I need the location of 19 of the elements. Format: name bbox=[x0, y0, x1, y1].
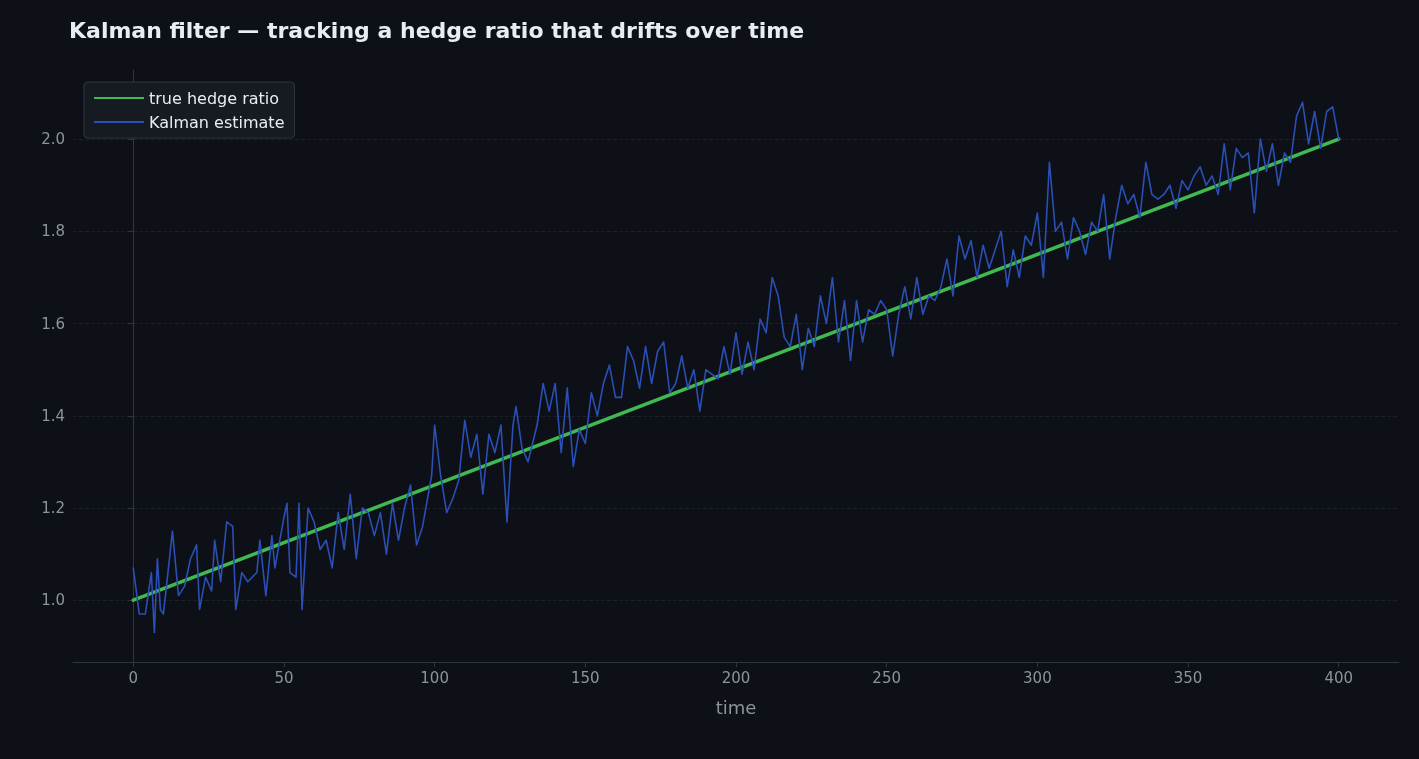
y-tick-label: 1.8 bbox=[41, 222, 65, 241]
legend-label: Kalman estimate bbox=[149, 112, 285, 132]
legend-label: true hedge ratio bbox=[149, 88, 280, 108]
y-tick-label: 1.0 bbox=[41, 591, 65, 610]
x-tick-label: 350 bbox=[1173, 668, 1203, 687]
y-tick-label: 2.0 bbox=[41, 130, 65, 149]
y-tick-label: 1.2 bbox=[41, 499, 65, 518]
x-tick-label: 400 bbox=[1324, 668, 1354, 687]
x-tick-label: 0 bbox=[128, 668, 139, 687]
y-tick-label: 1.6 bbox=[41, 314, 65, 333]
y-tick-label: 1.4 bbox=[41, 406, 65, 425]
x-tick-label: 100 bbox=[420, 668, 449, 687]
chart-title: Kalman filter — tracking a hedge ratio that drifts over time bbox=[69, 17, 805, 43]
x-tick-label: 50 bbox=[274, 668, 294, 687]
x-tick-label: 200 bbox=[721, 668, 751, 687]
x-tick-label: 300 bbox=[1023, 668, 1052, 687]
x-axis-title: time bbox=[715, 696, 757, 718]
x-tick-label: 150 bbox=[571, 668, 600, 687]
x-tick-label: 250 bbox=[872, 668, 901, 687]
